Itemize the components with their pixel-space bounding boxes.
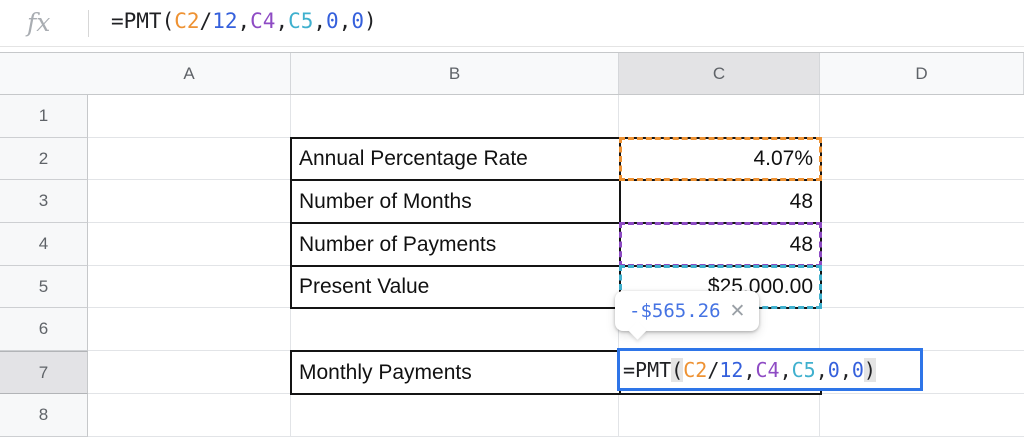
row-header-6[interactable]: 6 — [0, 308, 88, 351]
formula-token: C2 — [174, 9, 200, 33]
ref-highlight-purple — [619, 222, 822, 267]
formula-token: C4 — [755, 357, 780, 382]
formula-token: =PMT — [623, 357, 672, 382]
table-cell-value[interactable]: 48 — [619, 179, 822, 224]
formula-token: , — [839, 357, 852, 382]
tooltip-arrow — [628, 321, 647, 340]
formula-token: , — [743, 357, 756, 382]
table-cell-value[interactable]: 4.07% — [619, 137, 822, 181]
formula-token: C5 — [288, 9, 314, 33]
formula-bar: fx =PMT(C2/12,C4,C5,0,0) — [0, 0, 1024, 47]
formula-token: , — [237, 9, 251, 33]
formula-token: C2 — [683, 357, 708, 382]
column-header-c[interactable]: C — [619, 53, 820, 94]
formula-token: 0 — [351, 9, 365, 33]
row-header-8[interactable]: 8 — [0, 394, 88, 437]
formula-result-tooltip: -$565.26 ✕ — [615, 291, 760, 340]
formula-token: ( — [161, 9, 175, 33]
row-header-7[interactable]: 7 — [0, 351, 88, 394]
formula-token: ) — [863, 357, 876, 382]
formula-token: 0 — [326, 9, 339, 33]
formula-token: / — [707, 357, 720, 382]
close-icon[interactable]: ✕ — [729, 300, 746, 322]
formula-token: , — [275, 9, 289, 33]
formula-token: ) — [364, 9, 377, 33]
tooltip-value: -$565.26 — [629, 300, 721, 322]
table-cell-value[interactable]: 48 — [619, 222, 822, 267]
row-header-4[interactable]: 4 — [0, 223, 88, 266]
formula-token: , — [815, 357, 828, 382]
formula-token: , — [779, 357, 792, 382]
row-header-3[interactable]: 3 — [0, 180, 88, 223]
formula-token: C4 — [250, 9, 276, 33]
ref-highlight-orange — [619, 137, 822, 181]
row-header-1[interactable]: 1 — [0, 95, 88, 138]
column-header-d[interactable]: D — [820, 53, 1024, 94]
formula-token: , — [338, 9, 352, 33]
table-cell-label[interactable]: Number of Payments — [290, 222, 621, 267]
fx-icon: fx — [27, 8, 51, 37]
formula-token: C5 — [791, 357, 816, 382]
row-header-5[interactable]: 5 — [0, 266, 88, 308]
formula-input[interactable]: =PMT(C2/12,C4,C5,0,0) — [111, 9, 377, 33]
formula-token: 0 — [851, 357, 864, 382]
formula-token: 12 — [212, 9, 238, 33]
data-table: Annual Percentage Rate 4.07% Number of Mon… — [290, 137, 822, 309]
column-header-a[interactable]: A — [88, 53, 291, 94]
formula-token: =PMT — [111, 9, 162, 33]
formula-token: 12 — [719, 357, 744, 382]
table-cell-label[interactable]: Monthly Payments — [290, 350, 621, 395]
formula-token: / — [199, 9, 213, 33]
formula-token: 0 — [827, 357, 840, 382]
formula-token: ( — [671, 357, 684, 382]
cell-editor-c7[interactable]: =PMT(C2/12, C4, C5, 0, 0) — [617, 348, 923, 391]
table-cell-label[interactable]: Present Value — [290, 265, 621, 309]
table-cell-label[interactable]: Number of Months — [290, 179, 621, 224]
formula-bar-divider — [88, 10, 89, 37]
formula-token: , — [313, 9, 327, 33]
column-header-b[interactable]: B — [291, 53, 619, 94]
table-cell-label[interactable]: Annual Percentage Rate — [290, 137, 621, 181]
row-header-2[interactable]: 2 — [0, 138, 88, 180]
